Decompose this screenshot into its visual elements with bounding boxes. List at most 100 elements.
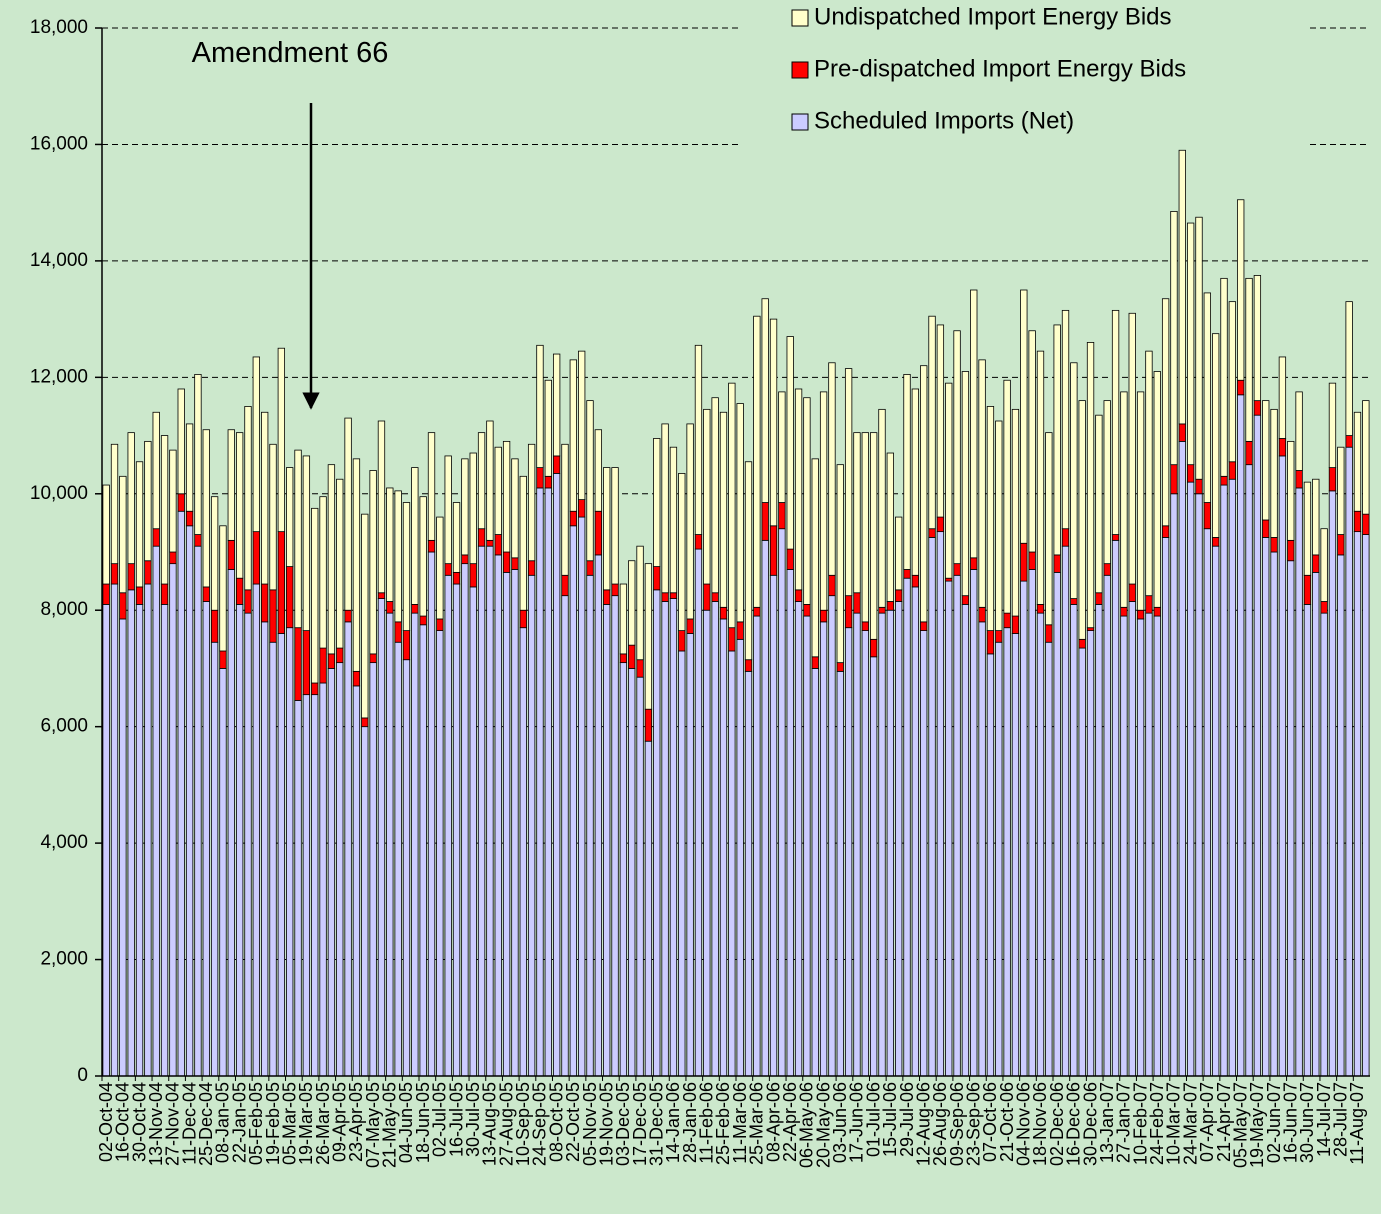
bar-segment xyxy=(1362,513,1370,535)
bar-segment xyxy=(1212,333,1220,538)
bar-segment xyxy=(1028,330,1036,553)
bar-segment xyxy=(336,478,344,649)
bar-segment xyxy=(878,612,886,1077)
bar-segment xyxy=(1362,534,1370,1077)
x-tick-label: 26-Aug-06 xyxy=(930,1082,950,1166)
bar-segment xyxy=(419,496,427,617)
legend-swatch xyxy=(791,113,809,131)
bar-segment xyxy=(628,644,636,669)
bar-segment xyxy=(578,516,586,1077)
bar-segment xyxy=(636,659,644,678)
bar-segment xyxy=(452,583,461,1077)
x-tick-label: 08-Oct-05 xyxy=(546,1082,566,1162)
x-tick-label: 19-Mar-05 xyxy=(296,1082,316,1165)
bar-segment xyxy=(703,609,711,1077)
bar-segment xyxy=(569,359,577,512)
bar-segment xyxy=(619,653,628,664)
bar-segment xyxy=(761,502,769,541)
bar-segment xyxy=(185,510,194,527)
bar-segment xyxy=(736,621,744,640)
bar-segment xyxy=(869,638,878,658)
bar-segment xyxy=(1303,481,1312,576)
bar-segment xyxy=(1170,210,1178,466)
bar-segment xyxy=(102,604,110,1077)
bar-segment xyxy=(920,365,928,623)
bar-segment xyxy=(1253,414,1262,1077)
bar-segment xyxy=(869,656,878,1077)
bar-segment xyxy=(1011,408,1020,617)
bar-segment xyxy=(1220,484,1228,1077)
x-tick-label: 07-Apr-07 xyxy=(1197,1082,1217,1162)
bar-segment xyxy=(394,641,402,1077)
bar-segment xyxy=(1036,604,1045,614)
legend-swatch xyxy=(791,9,809,27)
bar-segment xyxy=(1045,624,1053,643)
x-tick-label: 16-Jun-07 xyxy=(1281,1082,1301,1163)
bar-segment xyxy=(1270,537,1278,553)
bar-segment xyxy=(327,464,336,655)
x-tick-label: 28-Jul-07 xyxy=(1331,1082,1351,1157)
bar-segment xyxy=(903,374,911,570)
bar-segment xyxy=(1262,537,1270,1077)
bar-segment xyxy=(569,525,577,1077)
bar-segment xyxy=(244,612,252,1077)
bar-segment xyxy=(1020,289,1028,544)
x-tick-label: 05-Nov-05 xyxy=(580,1082,600,1166)
bar-segment xyxy=(1070,604,1078,1077)
bar-segment xyxy=(594,554,603,1077)
bar-segment xyxy=(169,563,177,1077)
x-tick-label: 06-May-06 xyxy=(797,1082,817,1168)
bar-segment xyxy=(319,647,327,684)
bar-segment xyxy=(377,598,386,1077)
bar-segment xyxy=(235,604,244,1077)
bar-segment xyxy=(244,406,252,591)
bar-segment xyxy=(561,443,569,576)
bar-segment xyxy=(144,583,152,1077)
bar-segment xyxy=(711,397,719,594)
bar-segment xyxy=(361,513,369,719)
bar-segment xyxy=(227,429,235,541)
bar-segment xyxy=(669,446,678,594)
bar-segment xyxy=(1203,528,1211,1077)
bar-segment xyxy=(1245,440,1253,466)
bar-segment xyxy=(1228,478,1237,1077)
x-tick-label: 27-Nov-04 xyxy=(163,1082,183,1166)
bar-segment xyxy=(1178,423,1186,442)
bar-segment xyxy=(853,592,861,614)
bar-segment xyxy=(402,659,411,1077)
bar-segment xyxy=(1128,601,1136,1077)
bar-segment xyxy=(386,601,394,614)
bar-segment xyxy=(911,586,920,1077)
bar-segment xyxy=(277,633,286,1077)
x-tick-label: 16-Dec-06 xyxy=(1064,1082,1084,1166)
bar-segment xyxy=(1262,519,1270,538)
bar-segment xyxy=(961,371,970,597)
bar-segment xyxy=(1153,615,1161,1077)
bar-segment xyxy=(127,589,135,1077)
bar-segment xyxy=(594,510,603,556)
bar-segment xyxy=(686,633,694,1077)
bar-segment xyxy=(953,330,961,565)
bar-segment xyxy=(1345,301,1353,436)
bar-segment xyxy=(327,653,336,669)
bar-segment xyxy=(277,531,286,634)
bar-segment xyxy=(269,443,277,591)
bar-segment xyxy=(694,548,703,1077)
x-tick-label: 11-Mar-06 xyxy=(730,1082,750,1164)
bar-segment xyxy=(544,475,552,489)
bar-segment xyxy=(1170,464,1178,495)
bar-segment xyxy=(869,432,878,640)
bar-segment xyxy=(110,583,119,1077)
x-tick-label: 17-Dec-05 xyxy=(630,1082,650,1166)
bar-segment xyxy=(185,525,194,1077)
bar-segment xyxy=(611,467,619,585)
bar-segment xyxy=(586,574,594,1077)
bar-segment xyxy=(1003,612,1011,629)
bar-segment xyxy=(1086,341,1095,629)
bar-segment xyxy=(653,438,661,567)
bar-segment xyxy=(427,539,436,553)
bar-segment xyxy=(461,563,469,1077)
bar-segment xyxy=(828,574,836,597)
bar-segment xyxy=(527,560,536,576)
bar-segment xyxy=(1136,391,1145,611)
